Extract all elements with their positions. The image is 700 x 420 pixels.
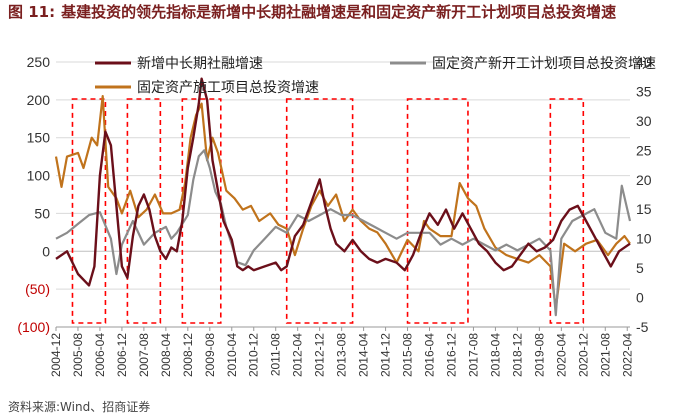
- highlight-box: [549, 98, 585, 324]
- x-tick-label: 2010-12: [247, 333, 261, 377]
- x-tick-label: 2016-12: [444, 333, 458, 377]
- x-tick-label: 2018-12: [510, 333, 524, 377]
- figure-number: 图 11:: [8, 3, 56, 21]
- right-tick-label: 40: [636, 54, 652, 70]
- right-tick-label: 10: [636, 231, 652, 247]
- x-tick-label: 2007-08: [137, 333, 151, 377]
- right-tick-label: 15: [636, 201, 652, 217]
- x-tick-label: 2008-12: [181, 333, 195, 377]
- right-tick-label: 0: [636, 290, 644, 306]
- x-tick-label: 2021-08: [598, 333, 612, 377]
- highlight-box: [181, 98, 222, 324]
- left-tick-label: 50: [34, 205, 50, 221]
- series-line: [54, 95, 631, 310]
- right-tick-label: 20: [636, 172, 652, 188]
- left-tick-label: 250: [27, 54, 51, 70]
- legend-label: 固定资产新开工计划项目总投资增速: [432, 55, 656, 71]
- x-tick-label: 2013-08: [335, 333, 349, 377]
- highlight-box: [71, 98, 107, 324]
- x-tick-label: 2010-04: [225, 333, 239, 377]
- right-tick-label: 25: [636, 142, 652, 158]
- x-tick-label: 2006-12: [115, 333, 129, 377]
- left-tick-label: 200: [27, 92, 51, 108]
- figure-title-text: 基建投资的领先指标是新增中长期社融增速是和固定资产新开工计划项目总投资增速: [61, 3, 617, 21]
- left-tick-label: (100): [17, 319, 50, 335]
- x-tick-label: 2009-08: [203, 333, 217, 377]
- left-tick-label: 100: [27, 168, 51, 184]
- x-tick-label: 2019-08: [532, 333, 546, 377]
- series-line: [55, 77, 631, 287]
- right-tick-label: -5: [636, 319, 649, 335]
- source-note: 资料来源:Wind、招商证券: [8, 400, 151, 414]
- right-tick-label: 5: [636, 260, 644, 276]
- x-tick-label: 2014-04: [357, 333, 371, 377]
- left-tick-label: 150: [27, 130, 51, 146]
- right-tick-label: 30: [636, 113, 652, 129]
- right-tick-label: 35: [636, 83, 652, 99]
- highlight-box: [406, 98, 469, 324]
- left-tick-label: (50): [25, 281, 50, 297]
- x-tick-label: 2011-08: [269, 333, 283, 376]
- x-tick-label: 2012-04: [291, 333, 305, 377]
- left-tick-label: 0: [42, 243, 50, 259]
- x-tick-label: 2017-08: [466, 333, 480, 377]
- x-tick-label: 2014-12: [379, 333, 393, 377]
- x-tick-label: 2004-12: [49, 333, 63, 377]
- x-tick-label: 2008-04: [159, 333, 173, 377]
- figure-title: 图 11: 基建投资的领先指标是新增中长期社融增速是和固定资产新开工计划项目总投资…: [8, 2, 694, 22]
- legend-label: 固定资产施工项目总投资增速: [137, 79, 319, 95]
- x-tick-label: 2005-08: [71, 333, 85, 377]
- x-tick-label: 2020-04: [554, 333, 568, 377]
- series-line: [55, 149, 632, 317]
- x-tick-label: 2018-04: [488, 333, 502, 377]
- x-tick-label: 2012-12: [313, 333, 327, 377]
- x-tick-label: 2016-04: [423, 333, 437, 377]
- legend-label: 新增中长期社融增速: [137, 55, 263, 71]
- x-tick-label: 2022-04: [620, 333, 634, 377]
- legend-item: 新增中长期社融增速: [95, 55, 263, 71]
- highlight-box: [126, 98, 162, 324]
- x-tick-label: 2015-08: [401, 333, 415, 377]
- legend-item: 固定资产施工项目总投资增速: [95, 79, 319, 95]
- legend-item: 固定资产新开工计划项目总投资增速: [390, 55, 656, 71]
- x-tick-label: 2020-12: [576, 333, 590, 377]
- x-tick-label: 2006-04: [93, 333, 107, 377]
